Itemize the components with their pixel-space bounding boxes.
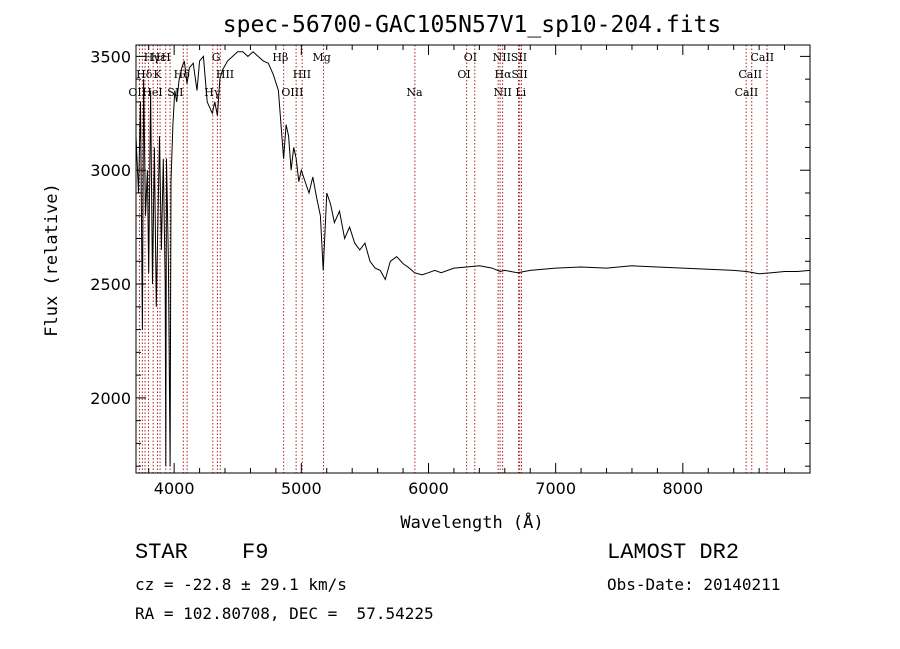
- line-label: CaII: [735, 86, 759, 99]
- y-axis-label: Flux (relative): [42, 183, 62, 337]
- line-label: K: [154, 68, 163, 81]
- x-axis-label: Wavelength (Å): [400, 511, 543, 533]
- line-label: CaII: [738, 68, 762, 81]
- spectrum-line: [135, 51, 811, 467]
- line-markers: [138, 45, 768, 473]
- x-tick-label: 5000: [281, 479, 322, 498]
- x-tick-label: 6000: [408, 479, 449, 498]
- line-label: HαSII: [495, 68, 528, 81]
- line-label: Hβ: [272, 51, 288, 64]
- line-label: NII Li: [494, 86, 527, 99]
- y-tick-label: 2000: [90, 389, 131, 408]
- coordinates-readout: RA = 102.80708, DEC = 57.54225: [135, 604, 434, 623]
- line-label: HII: [216, 68, 234, 81]
- observation-date: Obs-Date: 20140211: [607, 575, 781, 594]
- x-tick-label: 8000: [662, 479, 703, 498]
- line-label: Na: [406, 86, 423, 99]
- chart-title: spec-56700-GAC105N57V1_sp10-204.fits: [223, 12, 722, 38]
- line-label: G: [212, 51, 221, 64]
- line-label: NIISII: [493, 51, 528, 64]
- line-label: Hδ: [136, 68, 153, 81]
- x-tick-label: 7000: [535, 479, 576, 498]
- redshift-readout: cz = -22.8 ± 29.1 km/s: [135, 575, 347, 594]
- object-subclass: F9: [242, 540, 269, 565]
- line-label: OIII: [281, 86, 303, 99]
- line-label: Hγ: [204, 86, 221, 99]
- line-label: HeI: [142, 86, 162, 99]
- x-tick-label: 4000: [154, 479, 195, 498]
- line-label: OI: [457, 68, 470, 81]
- axis-ticks: 4000 5000 6000 7000 8000 2000 2500 3000 3500: [90, 45, 810, 498]
- y-tick-label: 3500: [90, 47, 131, 66]
- y-tick-label: 3000: [90, 161, 131, 180]
- line-label: CaII: [750, 51, 774, 64]
- y-tick-label: 2500: [90, 275, 131, 294]
- line-label: Mg: [313, 51, 331, 64]
- object-class: STAR: [135, 540, 188, 565]
- line-label: HII: [293, 68, 311, 81]
- line-label: Hγ: [144, 51, 161, 64]
- plot-frame: [135, 44, 811, 474]
- line-label: H: [161, 51, 171, 64]
- line-label: OII: [128, 86, 146, 99]
- survey-name: LAMOST DR2: [607, 540, 740, 565]
- line-label: OI: [464, 51, 477, 64]
- line-label: Hε: [151, 51, 167, 64]
